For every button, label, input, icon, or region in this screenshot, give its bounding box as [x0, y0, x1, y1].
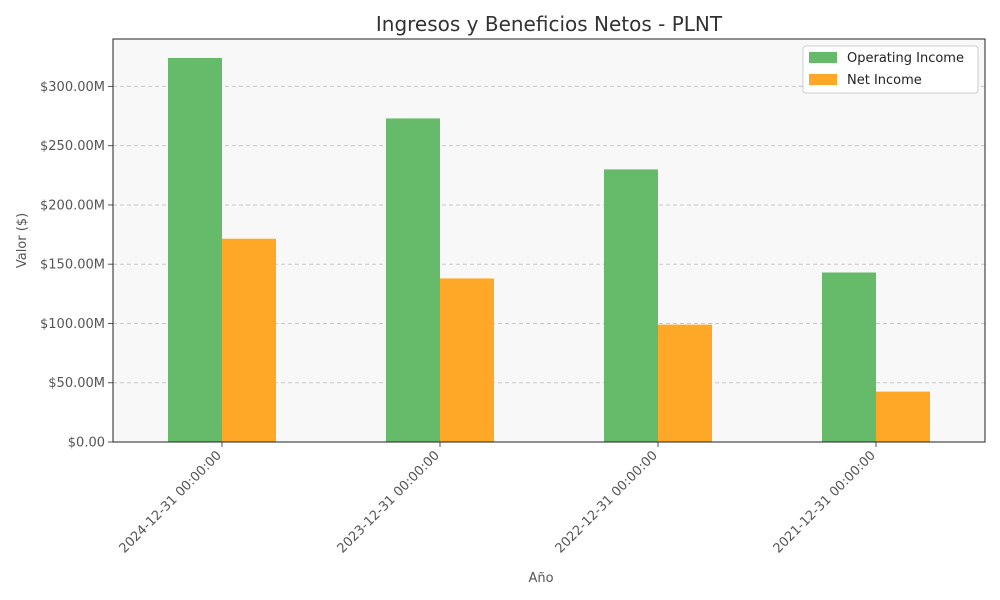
bar-operating-income — [386, 118, 440, 442]
y-tick-label: $250.00M — [40, 139, 105, 154]
bars — [168, 57, 930, 442]
chart-title: Ingresos y Beneficios Netos - PLNT — [376, 12, 723, 36]
bar-operating-income — [168, 57, 222, 442]
bar-net-income — [876, 391, 930, 442]
x-tick-label: 2024-12-31 00:00:00 — [117, 448, 225, 556]
y-tick-label: $150.00M — [40, 258, 105, 273]
y-tick-label: $300.00M — [40, 80, 105, 95]
y-axis-label: Valor ($) — [15, 213, 30, 268]
x-tick-label: 2022-12-31 00:00:00 — [553, 448, 661, 556]
legend-swatch — [809, 74, 837, 85]
legend-box — [802, 45, 979, 94]
y-tick-label: $200.00M — [40, 198, 105, 213]
x-axis-label: Año — [528, 571, 553, 586]
x-tick-label: 2023-12-31 00:00:00 — [335, 448, 443, 556]
bar-net-income — [658, 324, 712, 442]
y-tick-label: $50.00M — [48, 376, 105, 391]
bar-operating-income — [604, 169, 658, 442]
legend: Operating Income Net Income — [802, 45, 979, 94]
grid-lines — [113, 85, 985, 384]
legend-swatch — [809, 52, 837, 63]
legend-label: Operating Income — [847, 51, 964, 66]
bar-net-income — [440, 278, 494, 442]
plot-frame — [112, 38, 986, 443]
legend-label: Net Income — [847, 73, 922, 88]
y-tick-label: $100.00M — [40, 317, 105, 332]
x-tick-label: 2021-12-31 00:00:00 — [771, 448, 879, 556]
bar-operating-income — [822, 272, 876, 442]
bar-net-income — [222, 238, 276, 442]
y-tick-label: $0.00 — [68, 436, 105, 451]
